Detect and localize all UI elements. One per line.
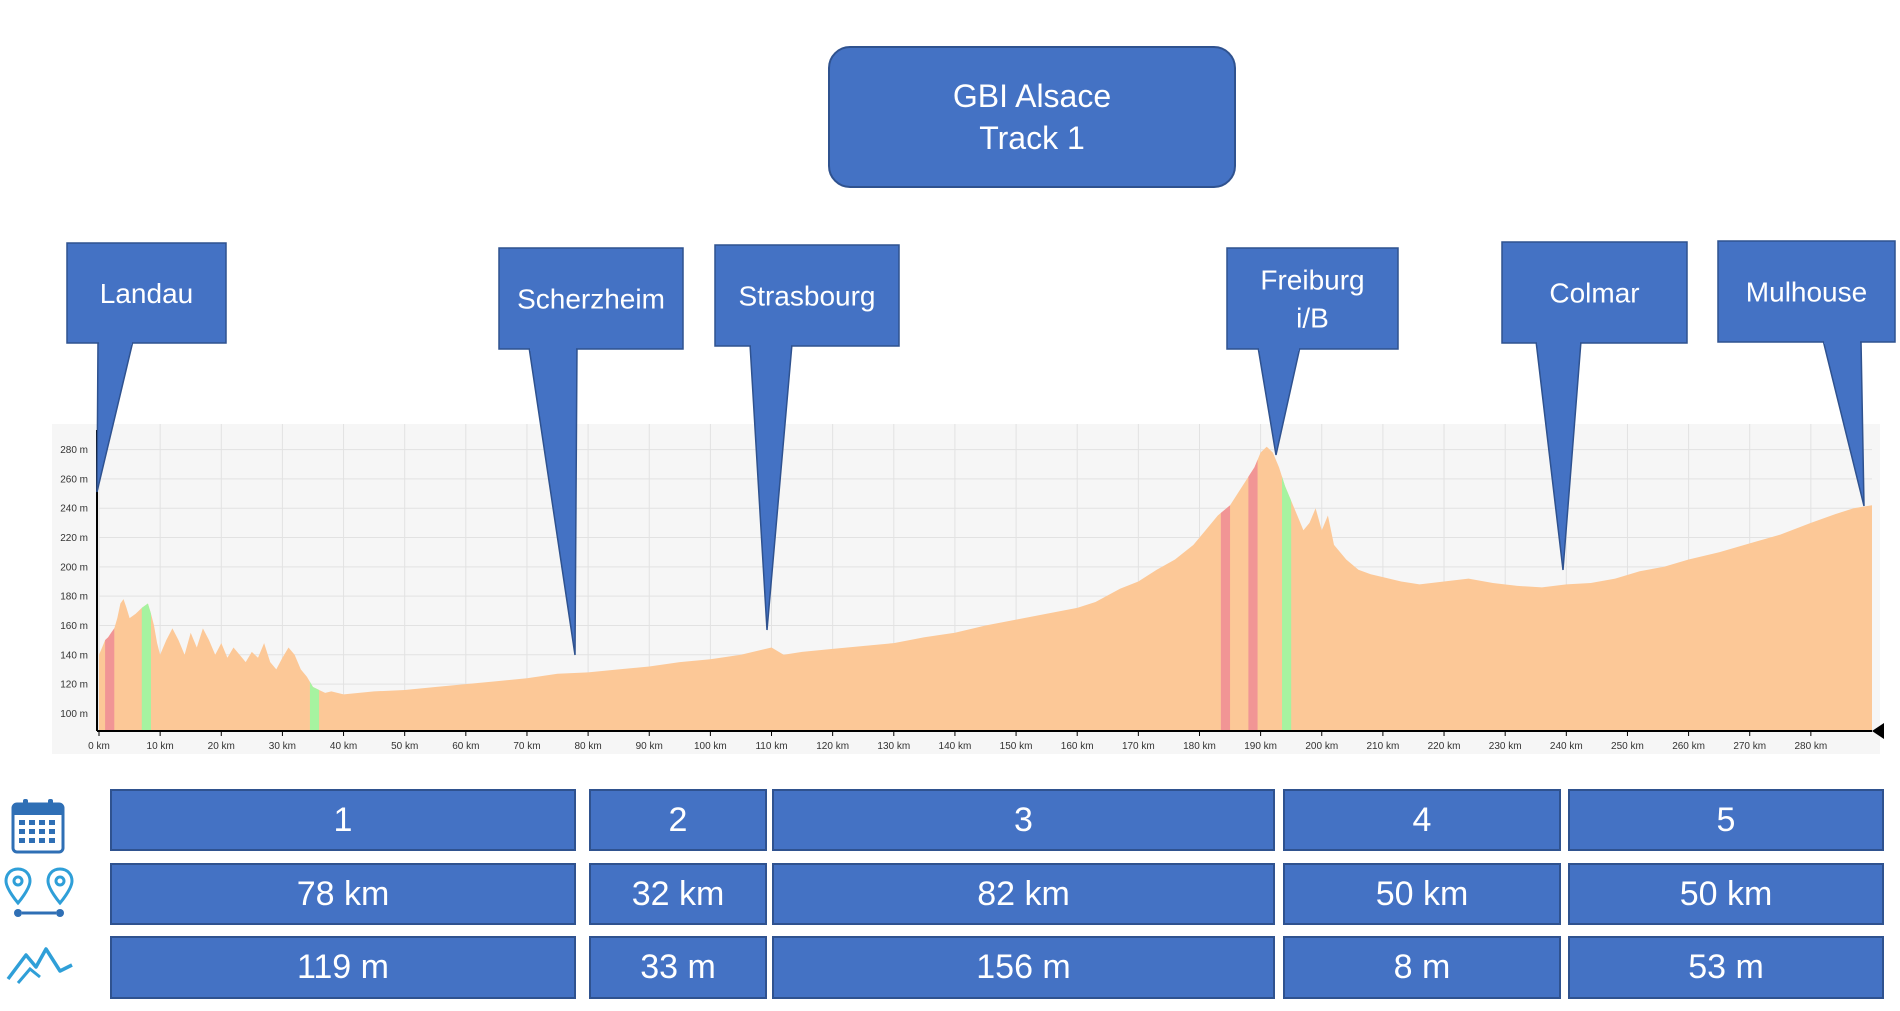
callout-label: Strasbourg: [739, 281, 876, 312]
x-tick-label: 40 km: [330, 741, 357, 752]
x-tick-label: 260 km: [1672, 741, 1705, 752]
route-pins-icon: [4, 867, 74, 917]
callout-joint: [530, 346, 576, 351]
stage-2-distance: 32 km: [589, 863, 767, 925]
x-tick-label: 280 km: [1794, 741, 1827, 752]
stage-1-elevation: 119 m: [110, 936, 576, 999]
x-tick-label: 120 km: [816, 741, 849, 752]
callout-6: Mulhouse: [1717, 240, 1896, 507]
elevation-area: [99, 446, 1872, 731]
callout-joint: [99, 340, 132, 345]
axes: 0 km 10 km 20 km 30 km 40 km 50 km 60 km 70 km 8…: [60, 430, 1884, 752]
gradient-band-steep-climb: [1220, 446, 1231, 731]
callout-2: Scherzheim: [498, 247, 684, 656]
callout-1: Landau: [66, 242, 227, 493]
x-tick-label: 210 km: [1366, 741, 1399, 752]
title-line-2: Track 1: [979, 120, 1085, 156]
x-tick-label: 80 km: [574, 741, 601, 752]
x-tick-label: 170 km: [1122, 741, 1155, 752]
x-tick-label: 240 km: [1550, 741, 1583, 752]
stage-5-distance: 50 km: [1568, 863, 1884, 925]
callout-box: [66, 242, 227, 344]
y-tick-label: 160 m: [60, 621, 88, 632]
callout-box: [714, 244, 900, 347]
x-tick-label: 130 km: [877, 741, 910, 752]
stage-4-day: 4: [1283, 789, 1561, 851]
stage-3-distance: 82 km: [772, 863, 1275, 925]
callout-4: Freiburg i/B: [1226, 247, 1399, 456]
x-tick-label: 140 km: [939, 741, 972, 752]
x-tick-label: 200 km: [1305, 741, 1338, 752]
x-tick-label: 0 km: [88, 741, 110, 752]
gradient-band-descent: [1282, 446, 1292, 731]
callout-5: Colmar: [1501, 241, 1688, 571]
x-tick-label: 160 km: [1061, 741, 1094, 752]
x-tick-label: 180 km: [1183, 741, 1216, 752]
callout-joint: [1259, 346, 1299, 351]
mountain-icon: [6, 947, 73, 984]
x-tick-label: 60 km: [452, 741, 479, 752]
y-tick-label: 180 m: [60, 592, 88, 603]
callout-joint: [1537, 340, 1580, 345]
callout-joint: [751, 343, 791, 348]
x-tick-label: 230 km: [1489, 741, 1522, 752]
calendar-icon: [11, 799, 65, 854]
title-line-1: GBI Alsace: [952, 78, 1112, 114]
gradient-band-steep-climb: [1248, 446, 1258, 731]
y-tick-label: 260 m: [60, 474, 88, 485]
stage-5-day: 5: [1568, 789, 1884, 851]
x-tick-label: 270 km: [1733, 741, 1766, 752]
x-tick-label: 110 km: [755, 741, 787, 752]
callout-label: Landau: [100, 278, 193, 309]
stage-1-day: 1: [110, 789, 576, 851]
stage-3-day: 3: [772, 789, 1275, 851]
y-tick-label: 200 m: [60, 562, 88, 573]
y-tick-label: 220 m: [60, 533, 88, 544]
y-tick-label: 100 m: [60, 709, 88, 720]
x-tick-label: 150 km: [1000, 741, 1033, 752]
callout-box: [1501, 241, 1688, 344]
y-tick-label: 280 m: [60, 445, 88, 456]
callout-label: i/B: [1296, 303, 1329, 334]
callout-box: [1717, 240, 1896, 343]
callout-joint: [1824, 339, 1860, 344]
stage-4-elevation: 8 m: [1283, 936, 1561, 999]
y-tick-label: 120 m: [60, 680, 88, 691]
x-tick-label: 100 km: [694, 741, 727, 752]
stage-5-elevation: 53 m: [1568, 936, 1884, 999]
callout-box: [498, 247, 684, 350]
title-box: GBI Alsace Track 1: [828, 46, 1236, 188]
x-tick-label: 250 km: [1611, 741, 1644, 752]
callout-label: Colmar: [1549, 278, 1639, 309]
callout-box: [1226, 247, 1399, 350]
x-tick-label: 190 km: [1244, 741, 1277, 752]
callout-label: Freiburg: [1260, 265, 1364, 296]
x-tick-label: 220 km: [1428, 741, 1461, 752]
callout-label: Mulhouse: [1746, 277, 1867, 308]
stage-3-elevation: 156 m: [772, 936, 1275, 999]
x-tick-label: 50 km: [391, 741, 418, 752]
x-tick-label: 10 km: [147, 741, 174, 752]
stage-2-elevation: 33 m: [589, 936, 767, 999]
stage-2-day: 2: [589, 789, 767, 851]
x-tick-label: 90 km: [636, 741, 663, 752]
y-tick-label: 140 m: [60, 650, 88, 661]
x-tick-label: 20 km: [208, 741, 235, 752]
y-tick-label: 240 m: [60, 504, 88, 515]
end-marker: [1872, 723, 1884, 739]
callout-3: Strasbourg: [714, 244, 900, 631]
x-tick-label: 70 km: [513, 741, 540, 752]
x-tick-label: 30 km: [269, 741, 296, 752]
stage-4-distance: 50 km: [1283, 863, 1561, 925]
stage-1-distance: 78 km: [110, 863, 576, 925]
callout-label: Scherzheim: [517, 284, 665, 315]
callout-layer: Landau Scherzheim Strasbourg Freiburg i/B Col…: [66, 240, 1896, 656]
